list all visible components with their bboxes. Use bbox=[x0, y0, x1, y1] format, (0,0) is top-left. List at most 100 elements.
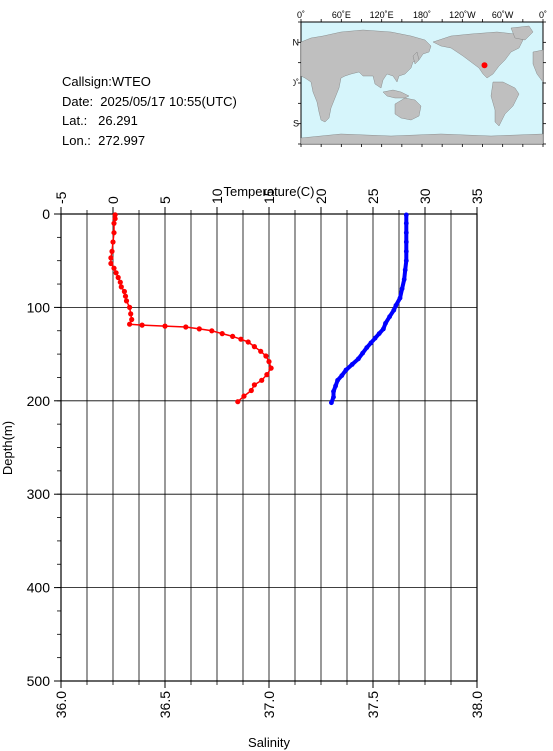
temperature-point bbox=[251, 382, 257, 388]
salinity-point bbox=[402, 267, 408, 273]
map-longitude-label: 60˚E bbox=[332, 10, 351, 20]
salinity-point bbox=[349, 362, 355, 367]
temperature-point bbox=[109, 248, 115, 254]
temperature-point bbox=[110, 239, 116, 245]
salinity-point bbox=[403, 258, 409, 264]
depth-tick-label: 100 bbox=[27, 299, 51, 315]
station-info: Callsign:WTEO Date: 2025/05/17 10:55(UTC… bbox=[62, 72, 237, 150]
map-longitude-label: 60˚W bbox=[492, 10, 514, 20]
temperature-point bbox=[128, 311, 134, 317]
temperature-point bbox=[123, 298, 130, 304]
temperature-point bbox=[263, 353, 269, 359]
salinity-point bbox=[343, 367, 349, 373]
depth-tick-label: 500 bbox=[27, 673, 51, 689]
temperature-point bbox=[251, 344, 257, 350]
chart-ticks bbox=[54, 207, 478, 688]
temperature-point bbox=[111, 230, 117, 236]
salinity-point bbox=[329, 400, 334, 406]
temperature-point bbox=[241, 393, 247, 399]
australia-land bbox=[394, 97, 422, 121]
salinity-tick-label: 37.0 bbox=[261, 691, 277, 718]
temperature-point bbox=[108, 255, 114, 261]
north-america-land bbox=[432, 31, 524, 79]
temperature-point bbox=[139, 322, 145, 328]
temperature-axis-title: Temperature(C) bbox=[223, 184, 314, 199]
japan-land bbox=[412, 51, 420, 65]
depth-tick-label: 0 bbox=[42, 206, 50, 222]
temperature-point bbox=[219, 331, 225, 337]
temperature-point bbox=[111, 265, 117, 271]
map-longitude-label: 120˚W bbox=[449, 10, 476, 20]
salinity-tick-label: 36.0 bbox=[53, 691, 69, 718]
temperature-tick-label: 30 bbox=[417, 188, 433, 204]
map-land bbox=[300, 25, 544, 145]
temperature-point bbox=[129, 316, 135, 323]
salinity-point bbox=[403, 239, 409, 245]
salinity-point bbox=[364, 345, 370, 350]
salinity-point bbox=[339, 373, 345, 378]
temperature-profile-line bbox=[110, 214, 272, 403]
temperature-point bbox=[122, 293, 129, 299]
temperature-point bbox=[268, 365, 274, 371]
salinity-point bbox=[335, 377, 340, 383]
temperature-tick-label: 20 bbox=[313, 188, 329, 204]
temperature-point bbox=[259, 377, 265, 383]
south-america-land bbox=[490, 81, 520, 127]
salinity-point bbox=[393, 303, 399, 308]
salinity-point bbox=[387, 314, 392, 320]
temperature-point bbox=[235, 399, 241, 405]
salinity-point bbox=[403, 230, 409, 236]
salinity-point bbox=[333, 383, 338, 389]
temperature-tick-label: 25 bbox=[365, 188, 381, 204]
temperature-point bbox=[127, 304, 133, 310]
temperature-tick-label: 15 bbox=[261, 188, 277, 204]
temperature-point bbox=[113, 270, 119, 276]
map-latitude-label: 0˚ bbox=[293, 78, 299, 88]
salinity-point bbox=[372, 335, 378, 341]
temperature-point bbox=[115, 274, 121, 281]
temperature-tick-label: 0 bbox=[105, 196, 121, 204]
salinity-point bbox=[403, 220, 409, 226]
temperature-point bbox=[108, 260, 114, 267]
salinity-point bbox=[331, 394, 336, 400]
temperature-point bbox=[118, 284, 124, 290]
series-layer bbox=[108, 212, 409, 406]
salinity-tick-label: 36.5 bbox=[157, 691, 173, 718]
map-longitude-label: 120˚E bbox=[370, 10, 394, 20]
map-labels: 0˚ 60˚E 120˚E 180˚ 120˚W 60˚W 0˚ 60˚N 0˚ 60˚S bbox=[293, 10, 547, 129]
salinity-point bbox=[401, 277, 407, 282]
temperature-point bbox=[245, 339, 251, 345]
salinity-point bbox=[368, 340, 374, 346]
map-longitude-label: 180˚ bbox=[413, 10, 431, 20]
chart-grid bbox=[60, 213, 478, 682]
eurasia-africa-land bbox=[300, 29, 432, 123]
depth-tick-label: 400 bbox=[27, 580, 51, 596]
map-latitude-label: 60˚N bbox=[293, 37, 299, 47]
temperature-point bbox=[230, 333, 236, 339]
temperature-tick-label: 5 bbox=[157, 196, 173, 204]
depth-tick-label: 300 bbox=[27, 486, 51, 502]
temperature-point bbox=[121, 288, 127, 295]
indonesia-land bbox=[382, 89, 410, 99]
callsign-label: Callsign:WTEO bbox=[62, 74, 151, 89]
salinity-point bbox=[356, 356, 361, 362]
salinity-point bbox=[403, 249, 409, 254]
salinity-point bbox=[376, 331, 382, 336]
map-ticks bbox=[298, 19, 546, 147]
depth-axis-title: Depth(m) bbox=[0, 421, 15, 475]
temperature-point bbox=[248, 387, 254, 394]
map-longitude-label: 0˚ bbox=[297, 10, 305, 20]
temperature-point bbox=[117, 279, 123, 285]
salinity-tick-label: 38.0 bbox=[469, 691, 485, 718]
plot-frame bbox=[60, 213, 478, 682]
temperature-point bbox=[162, 323, 168, 329]
salinity-point bbox=[399, 286, 405, 292]
salinity-point bbox=[391, 307, 397, 313]
longitude-label: Lon.: 272.997 bbox=[62, 132, 146, 148]
temperature-point bbox=[264, 372, 270, 378]
salinity-point bbox=[360, 350, 365, 356]
salinity-point bbox=[331, 389, 336, 394]
depth-tick-label: 200 bbox=[27, 393, 51, 409]
